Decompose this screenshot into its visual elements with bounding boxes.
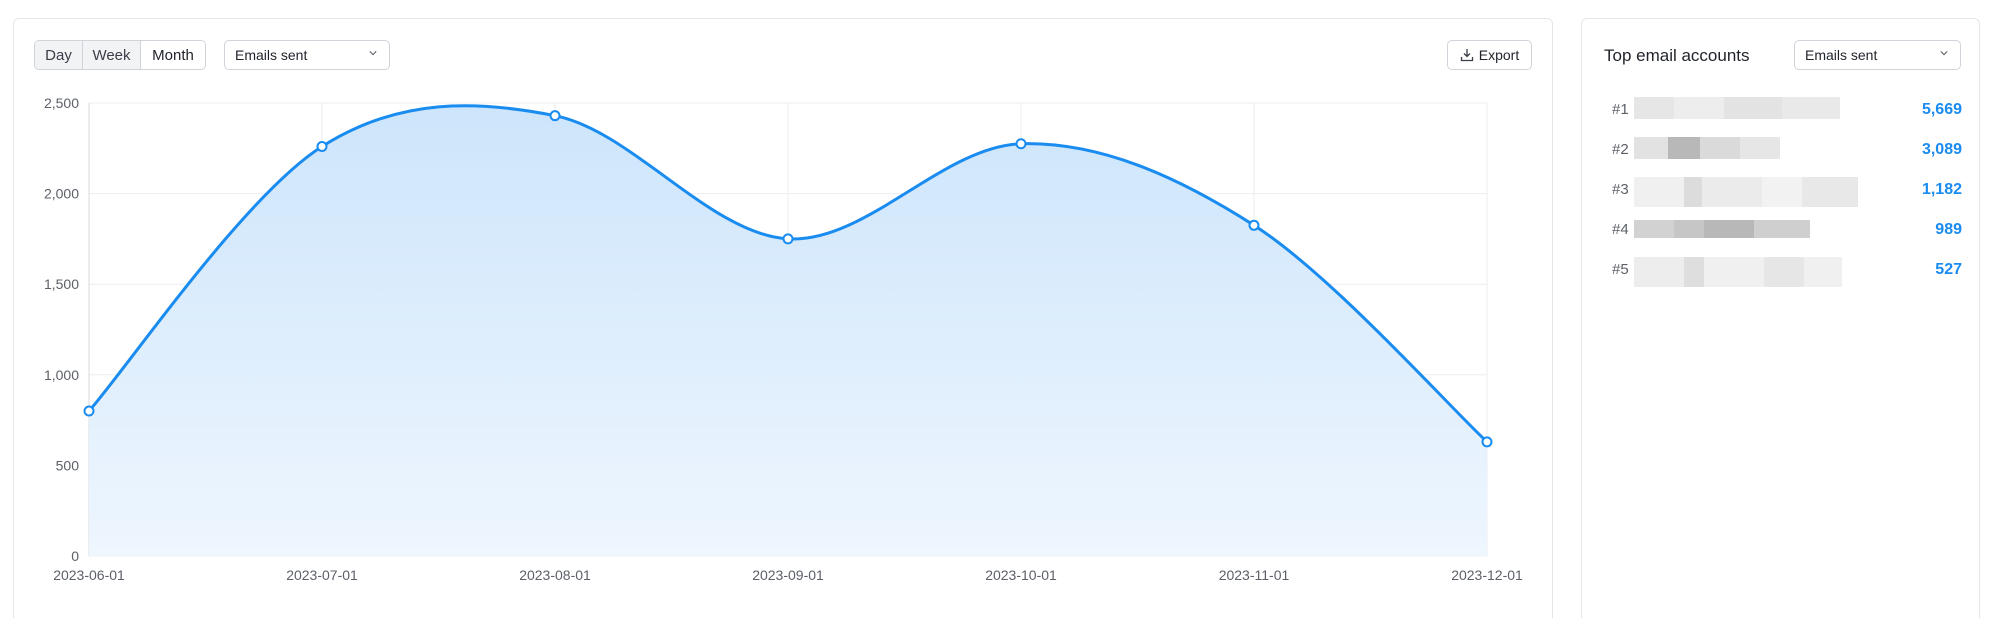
account-name-redacted xyxy=(1634,220,1810,238)
download-icon xyxy=(1460,49,1473,62)
period-toggle: Day Week Month xyxy=(34,40,206,70)
data-point[interactable] xyxy=(549,110,561,122)
account-value: 3,089 xyxy=(1921,141,1962,158)
account-row[interactable]: #3 1,182 xyxy=(1612,176,1962,207)
x-tick-label: 2023-08-01 xyxy=(519,567,591,583)
y-tick-label: 0 xyxy=(71,548,79,564)
export-button[interactable]: Export xyxy=(1447,40,1532,70)
account-row[interactable]: #4 989 xyxy=(1612,216,1962,244)
accounts-metric-select-value: Emails sent xyxy=(1805,47,1878,63)
account-rank: #1 xyxy=(1612,101,1629,118)
account-name-redacted xyxy=(1634,137,1780,159)
account-row[interactable]: #1 5,669 xyxy=(1612,96,1962,124)
chevron-down-icon xyxy=(369,51,377,56)
area-fill xyxy=(89,105,1487,557)
data-point[interactable] xyxy=(1481,436,1493,448)
top-accounts-card: Top email accounts Emails sent #1 5,669 … xyxy=(1581,18,1980,618)
metric-select-value: Emails sent xyxy=(235,47,308,63)
account-row[interactable]: #2 3,089 xyxy=(1612,136,1962,164)
top-accounts-title: Top email accounts xyxy=(1604,46,1750,65)
account-value: 1,182 xyxy=(1921,181,1962,198)
account-name-redacted xyxy=(1634,97,1840,119)
period-week-button[interactable]: Week xyxy=(83,41,141,69)
emails-chart-card: Day Week Month Emails sent Export 0 500 1,… xyxy=(13,18,1553,618)
y-tick-label: 1,500 xyxy=(44,276,79,292)
period-month-button[interactable]: Month xyxy=(141,41,205,69)
x-tick-label: 2023-07-01 xyxy=(286,567,358,583)
account-rank: #3 xyxy=(1612,181,1629,198)
emails-area-chart: 0 500 1,000 1,500 2,000 2,500 2023-06-01 2023-… xyxy=(44,95,1523,583)
data-point[interactable] xyxy=(316,140,328,152)
account-rank: #5 xyxy=(1612,261,1629,278)
x-tick-label: 2023-06-01 xyxy=(53,567,125,583)
x-tick-label: 2023-12-01 xyxy=(1451,567,1523,583)
account-value: 527 xyxy=(1935,261,1962,278)
data-point[interactable] xyxy=(1015,138,1027,150)
accounts-metric-select[interactable]: Emails sent xyxy=(1794,40,1961,70)
x-tick-label: 2023-11-01 xyxy=(1219,567,1290,583)
chevron-down-icon xyxy=(1940,51,1948,56)
export-label: Export xyxy=(1478,47,1520,63)
data-point[interactable] xyxy=(83,405,95,417)
account-name-redacted xyxy=(1634,177,1858,207)
account-name-redacted xyxy=(1634,257,1842,287)
y-tick-label: 2,500 xyxy=(44,95,79,111)
x-tick-label: 2023-10-01 xyxy=(985,567,1057,583)
account-rank: #2 xyxy=(1612,141,1629,158)
y-tick-label: 1,000 xyxy=(44,367,79,383)
data-point[interactable] xyxy=(782,233,794,245)
account-rank: #4 xyxy=(1612,221,1629,238)
account-value: 5,669 xyxy=(1921,101,1962,118)
x-tick-label: 2023-09-01 xyxy=(752,567,824,583)
y-tick-label: 500 xyxy=(56,457,80,473)
period-day-button[interactable]: Day xyxy=(35,41,83,69)
data-point[interactable] xyxy=(1248,219,1260,231)
y-tick-label: 2,000 xyxy=(44,186,79,202)
metric-select[interactable]: Emails sent xyxy=(224,40,390,70)
account-row[interactable]: #5 527 xyxy=(1612,256,1962,287)
account-value: 989 xyxy=(1935,221,1962,238)
